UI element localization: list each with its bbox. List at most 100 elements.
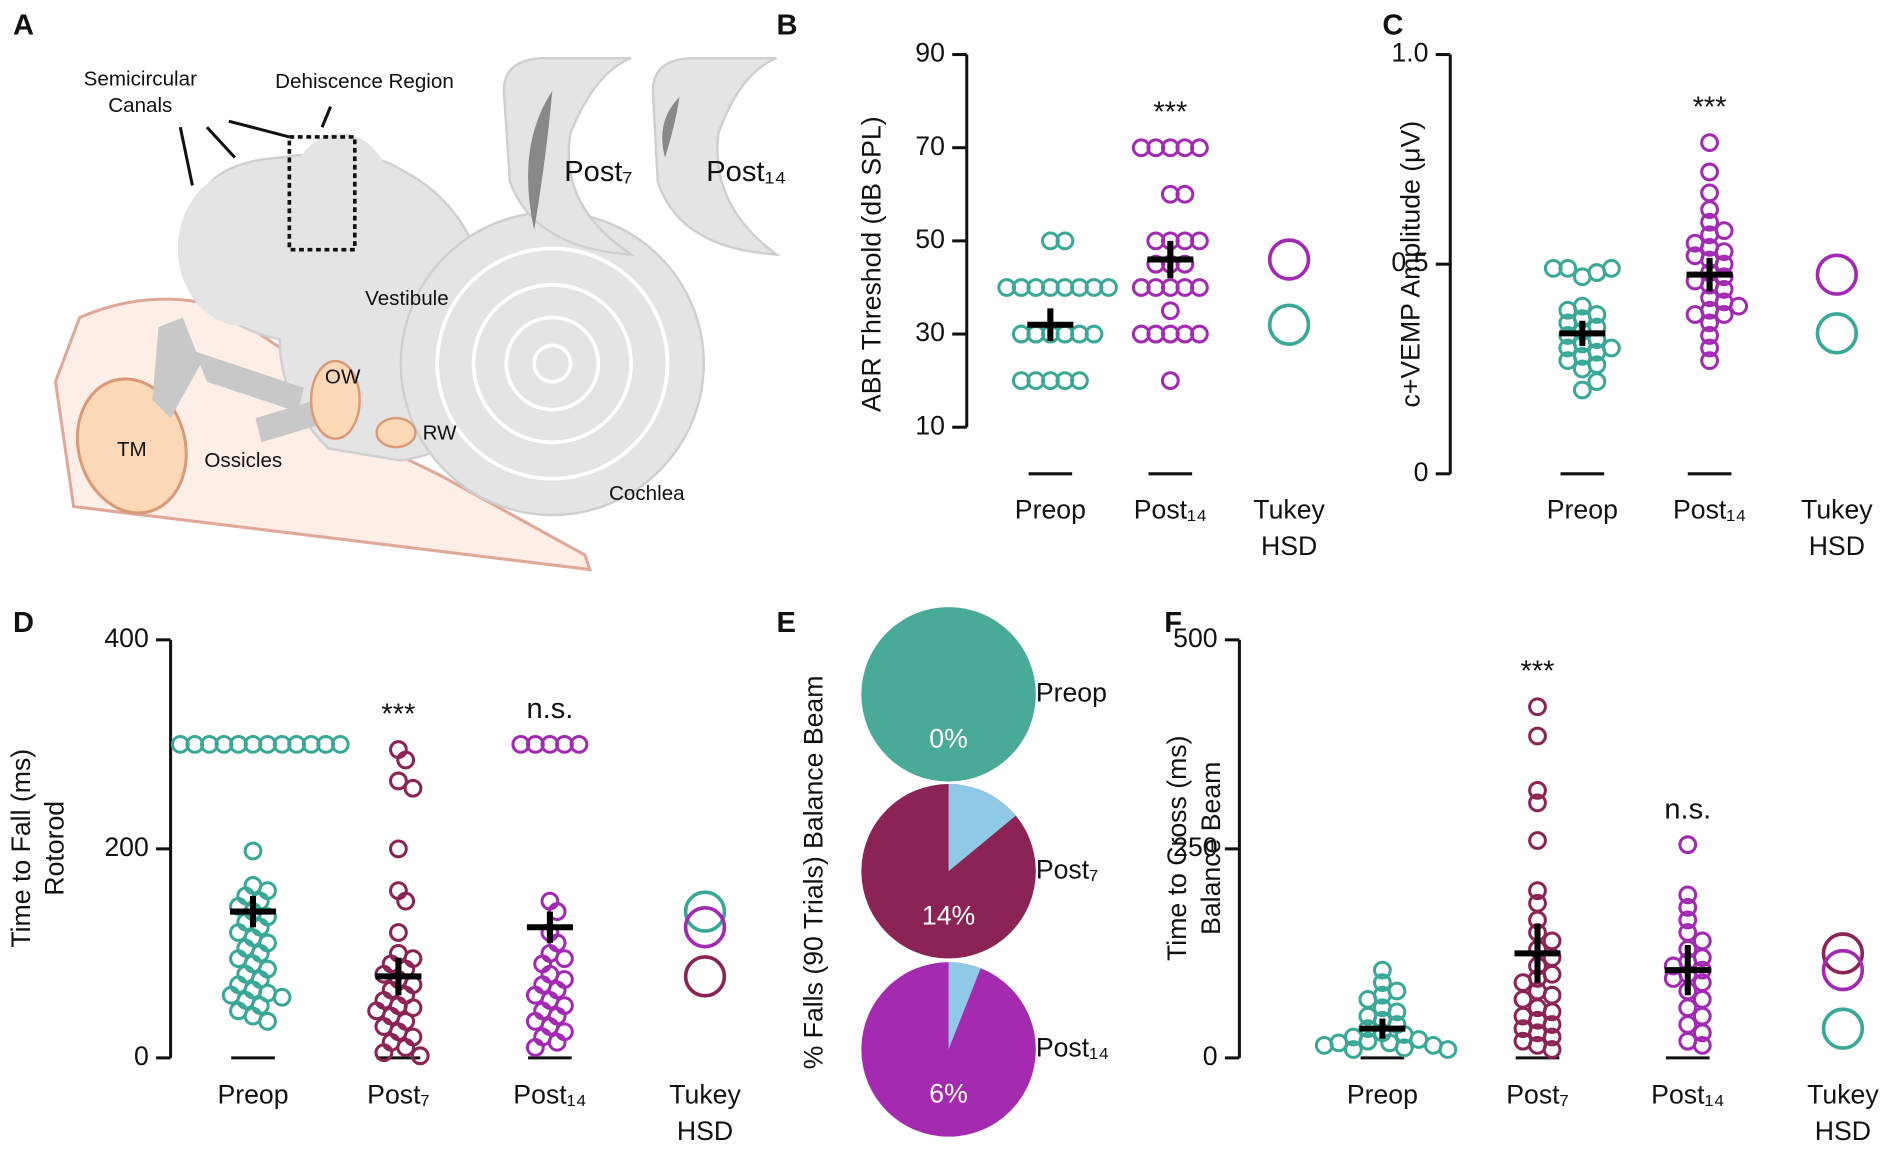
- tukey-circle: [1815, 253, 1859, 296]
- y-tick-label: 1.0: [1391, 38, 1428, 68]
- data-point: [1700, 212, 1719, 232]
- pointer: [205, 126, 236, 159]
- dehiscence-box: [287, 135, 357, 252]
- ear-diagram: A Semicircular Canals Dehiscence Region …: [13, 9, 786, 572]
- data-point: [1700, 183, 1719, 203]
- data-point: [1700, 133, 1719, 152]
- data-point: [1692, 989, 1712, 1009]
- y-axis-label: Time to Cross (ms): [1162, 736, 1192, 961]
- data-point: [1146, 231, 1166, 251]
- panel-letter: B: [777, 9, 798, 41]
- x-tick-label: Post₁₄: [1134, 494, 1207, 524]
- pointer: [178, 126, 194, 186]
- pie-base: [861, 607, 1036, 782]
- data-point: [1084, 324, 1104, 344]
- tukey-label: Tukey: [1807, 1080, 1879, 1110]
- significance: ***: [381, 698, 415, 730]
- value-label: 0%: [929, 723, 968, 753]
- cochlea: [399, 210, 706, 517]
- data-point: [330, 734, 350, 754]
- data-point: [1700, 300, 1719, 320]
- y-axis-label: ABR Threshold (dB SPL): [856, 116, 886, 412]
- y-tick-label: 70: [915, 131, 945, 161]
- tukey-circle: [683, 906, 727, 949]
- data-point: [1373, 960, 1392, 980]
- tukey-label: Tukey: [669, 1080, 741, 1110]
- value-label: 6%: [929, 1079, 968, 1109]
- label: Dehiscence Region: [275, 70, 454, 93]
- y-axis-label: % Falls (90 Trials) Balance Beam: [798, 676, 828, 1070]
- tukey-circle: [1821, 932, 1865, 975]
- data-point: [997, 278, 1017, 297]
- data-point: [547, 1032, 567, 1052]
- data-point: [1692, 1023, 1712, 1043]
- data-point: [1663, 956, 1683, 976]
- data-point: [1692, 1035, 1712, 1055]
- data-point: [1700, 313, 1719, 333]
- data-point: [1387, 1002, 1407, 1022]
- pie-label: Preop: [1036, 677, 1107, 707]
- significance: ***: [1521, 655, 1555, 687]
- round-window: [375, 416, 417, 449]
- data-point: [1131, 138, 1151, 158]
- tukey-circle: [683, 890, 727, 933]
- tukey-label: HSD: [1809, 531, 1865, 561]
- panel: 0 250 500 Preop Post₇ Post₁₄ Tukey HSD *** n.s.: [1173, 623, 1879, 1146]
- tukey-label: HSD: [1261, 531, 1317, 561]
- data-point: [1160, 301, 1180, 321]
- y-tick-label: 30: [915, 317, 945, 347]
- y-axis-label: Time to Fall (ms): [6, 749, 36, 948]
- data-point: [1587, 372, 1607, 391]
- data-point: [1602, 258, 1621, 278]
- dehiscence-post14: [662, 96, 680, 158]
- label: TM: [117, 438, 147, 461]
- data-point: [1587, 355, 1607, 375]
- label: Cochlea: [609, 482, 685, 505]
- data-point: [1343, 1040, 1363, 1059]
- data-point: [1528, 726, 1547, 746]
- data-point: [1700, 326, 1719, 345]
- panel: 10 30 50 70 90 Preop Post₁₄ Tukey HSD ***: [915, 38, 1325, 561]
- x-tick-label: Post₁₄: [513, 1080, 586, 1110]
- x-tick-label: Post₇: [1506, 1080, 1568, 1110]
- data-point: [389, 923, 408, 942]
- data-point: [1190, 138, 1209, 158]
- data-point: [1190, 278, 1209, 297]
- data-point: [1587, 305, 1607, 324]
- data-point: [410, 1046, 430, 1066]
- label: Post₁₄: [706, 156, 786, 188]
- data-point: [272, 987, 292, 1007]
- data-point: [1692, 931, 1712, 951]
- y-tick-label: 200: [104, 832, 148, 862]
- data-point: [1572, 296, 1592, 316]
- data-point: [1175, 184, 1195, 204]
- data-point: [1678, 910, 1698, 930]
- significance: n.s.: [526, 693, 573, 725]
- pie-slice: [948, 784, 1016, 872]
- data-point: [1602, 338, 1621, 358]
- data-point: [1528, 780, 1547, 800]
- y-axis-label: c+VEMP Amplitude (μV): [1396, 121, 1426, 408]
- data-point: [1700, 351, 1719, 370]
- significance: ***: [1153, 96, 1187, 128]
- y-tick-label: 10: [915, 410, 945, 440]
- data-point: [1438, 1040, 1458, 1059]
- data-point: [1678, 998, 1698, 1018]
- data-point: [1542, 1015, 1562, 1034]
- tukey-label: HSD: [677, 1116, 733, 1146]
- data-point: [1394, 1038, 1414, 1058]
- pointer: [320, 106, 332, 128]
- data-point: [1700, 338, 1719, 358]
- pie-label: Post₁₄: [1036, 1032, 1109, 1062]
- y-tick-label: 50: [915, 224, 945, 254]
- y-tick-label: 400: [104, 623, 148, 653]
- y-axis-label: Balance Beam: [1196, 762, 1226, 935]
- dehiscence-post7: [528, 90, 553, 231]
- y-tick-label: 0: [134, 1041, 149, 1071]
- panel: 0 200 400 Preop Post₇ Post₁₄ Tukey HSD *** n.s.: [104, 623, 741, 1146]
- label: Vestibule: [365, 287, 449, 310]
- data-point: [374, 1043, 394, 1063]
- data-point: [1011, 324, 1031, 344]
- y-tick-label: 500: [1173, 623, 1217, 653]
- data-point: [1542, 985, 1562, 1005]
